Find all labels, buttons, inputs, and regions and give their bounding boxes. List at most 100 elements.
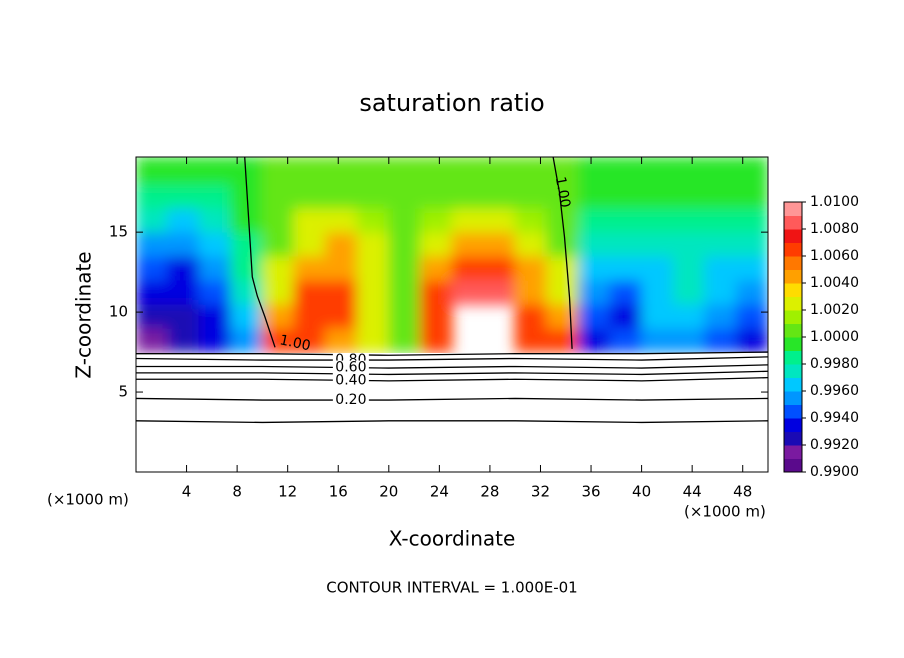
field-cell <box>198 231 232 257</box>
x-tick-label: 36 <box>581 483 600 501</box>
contour-line <box>136 377 768 382</box>
colorbar-tick-label: 1.0100 <box>810 194 859 210</box>
field-cell <box>419 183 453 209</box>
colorbar-tick-label: 1.0060 <box>810 248 859 264</box>
field-cell <box>388 207 421 233</box>
field-cell <box>167 231 200 257</box>
field-cell <box>609 255 643 281</box>
field-cell <box>388 303 421 329</box>
colorbar-band <box>784 391 802 405</box>
contour-line <box>136 370 768 376</box>
field-cell <box>293 327 327 353</box>
field-cell <box>356 207 390 233</box>
contour-line <box>552 157 573 349</box>
field-cell <box>483 231 516 257</box>
field-cell <box>641 231 674 257</box>
field-cell <box>356 327 390 353</box>
field-cell <box>514 207 548 233</box>
plot-frame <box>135 156 769 473</box>
colorbar-tick-label: 1.0040 <box>810 275 859 291</box>
field-cell <box>451 157 485 185</box>
field-cell <box>514 255 548 281</box>
field-cell <box>293 157 327 185</box>
field-cell <box>483 279 516 305</box>
x-tick-label: 16 <box>329 483 348 501</box>
field-cell <box>230 279 263 305</box>
field-cell <box>546 303 579 329</box>
field-cell <box>230 303 263 329</box>
field-cell <box>167 207 200 233</box>
y-tick-label: 5 <box>118 383 128 401</box>
field-cell <box>704 207 737 233</box>
y-tick-label: 10 <box>109 303 128 321</box>
x-tick-label: 8 <box>232 483 242 501</box>
field-cell <box>735 303 768 329</box>
field-cell <box>672 207 706 233</box>
field-cell <box>325 303 358 329</box>
x-tick-label: 24 <box>430 483 449 501</box>
field-cell <box>198 157 232 185</box>
field-cell <box>704 231 737 257</box>
x-tick-label: 20 <box>379 483 398 501</box>
field-cell <box>167 279 200 305</box>
colorbar-band <box>784 283 802 297</box>
field-cell <box>198 255 232 281</box>
field-cell <box>609 303 643 329</box>
field-cell <box>261 279 295 305</box>
field-cell <box>483 207 516 233</box>
field-cell <box>451 183 485 209</box>
contour-label-group: 0.60 <box>332 360 369 376</box>
x-axis-label: X-coordinate <box>389 527 516 551</box>
field-cell <box>609 157 643 185</box>
x-tick-label: 4 <box>182 483 192 501</box>
colorbar-band <box>784 229 802 243</box>
field-cell <box>136 157 169 185</box>
field-cell <box>356 279 390 305</box>
x-unit-label: (×1000 m) <box>47 491 129 509</box>
contour-line <box>136 397 768 401</box>
field-cell <box>388 183 421 209</box>
field-cell <box>577 207 611 233</box>
field-cell <box>198 279 232 305</box>
field-cell <box>293 231 327 257</box>
contour-label-group: 1.00 <box>552 175 573 208</box>
field-cell <box>546 183 579 209</box>
field-cell <box>735 157 768 185</box>
contour-line <box>136 351 768 356</box>
field-cell <box>136 231 169 257</box>
field-cell <box>609 279 643 305</box>
field-cell <box>641 327 674 353</box>
field-cell <box>230 255 263 281</box>
field-cell <box>261 255 295 281</box>
colorbar-band <box>784 377 802 392</box>
field-cell <box>356 255 390 281</box>
colorbar-tick-label: 0.9920 <box>810 437 859 453</box>
field-cell <box>388 231 421 257</box>
y-axis-label: Z-coordinate <box>72 251 96 378</box>
field-cell <box>672 183 706 209</box>
field-cell <box>136 207 169 233</box>
field-cell <box>514 231 548 257</box>
field-cell <box>388 279 421 305</box>
field-cell <box>609 327 643 353</box>
field-cell <box>419 207 453 233</box>
field-cell <box>388 255 421 281</box>
contour-label: 0.20 <box>335 392 366 408</box>
field-cell <box>672 327 706 353</box>
field-cell <box>577 157 611 185</box>
colorbar-band <box>784 256 802 270</box>
field-cell <box>577 231 611 257</box>
field-cell <box>451 207 485 233</box>
field-cell <box>325 279 358 305</box>
field-cell <box>704 279 737 305</box>
contour-label-group: 0.20 <box>332 392 369 408</box>
field-cell <box>261 231 295 257</box>
field-cell <box>136 303 169 329</box>
field-cell <box>546 327 579 353</box>
field-cell <box>419 303 453 329</box>
field-cell <box>577 255 611 281</box>
field-cell <box>198 207 232 233</box>
field-cell <box>261 183 295 209</box>
